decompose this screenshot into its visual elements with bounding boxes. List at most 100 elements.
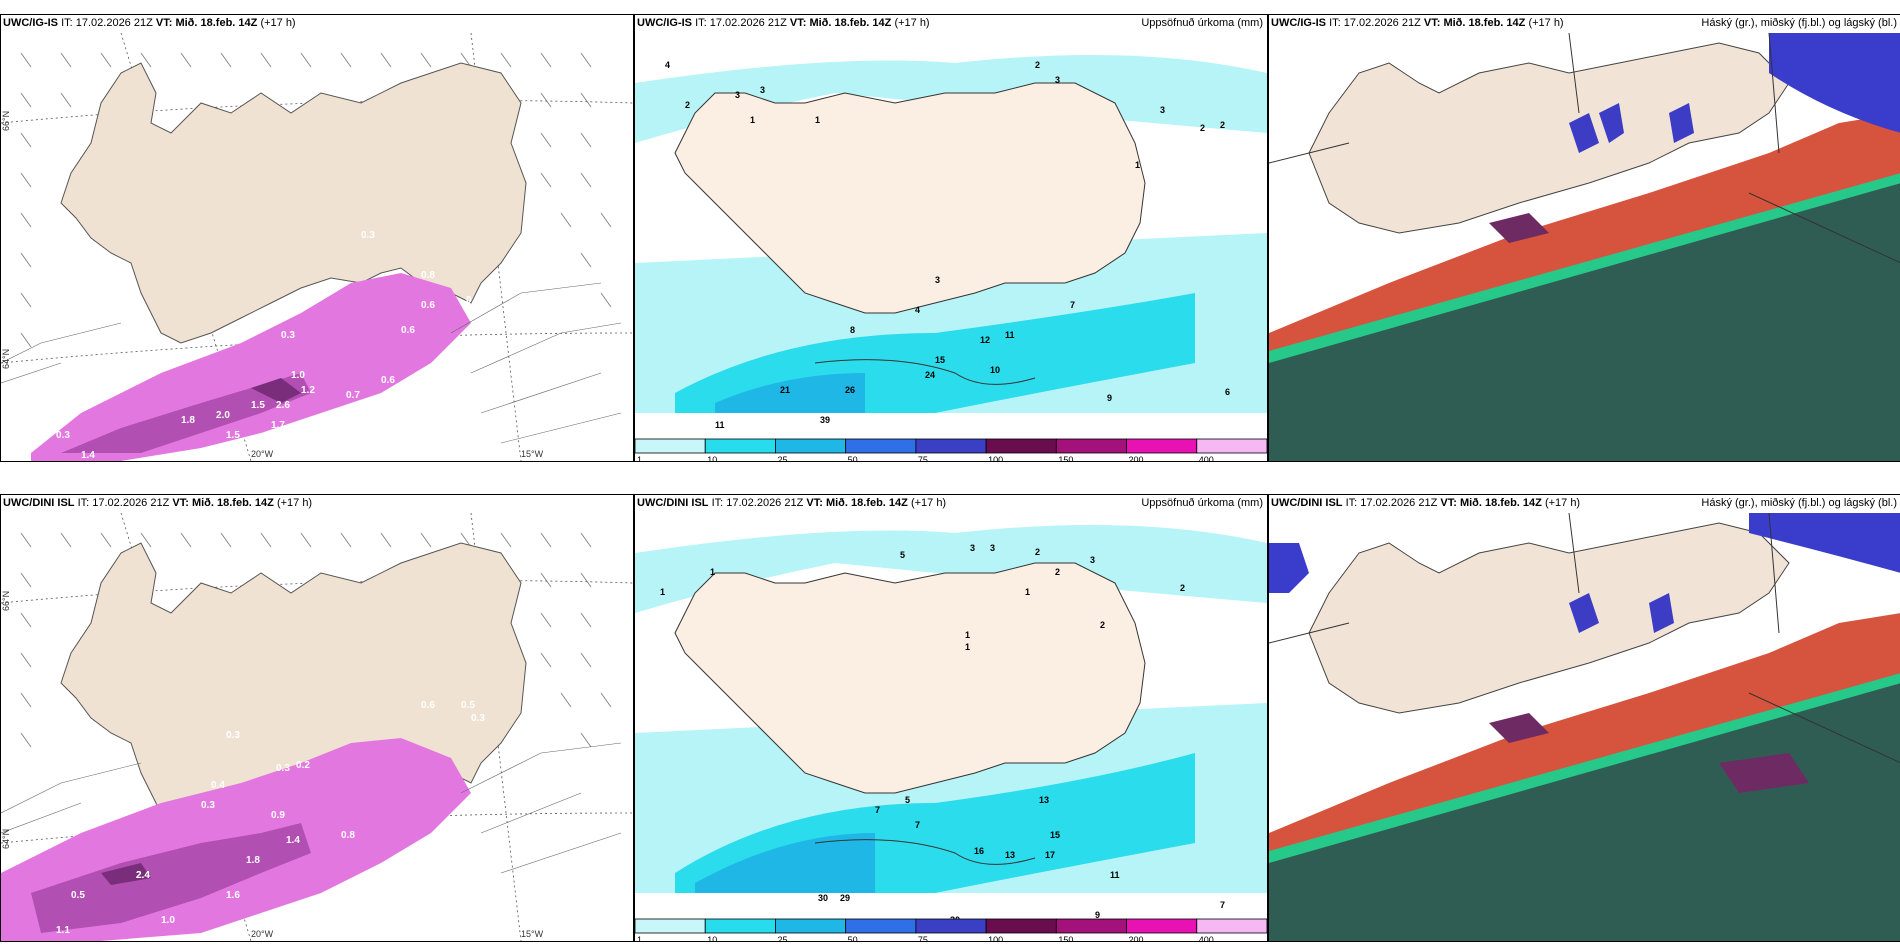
wind-map: 66°N 64°N 20°W 15°W 0.6 0.50.30.30.20.30.… xyxy=(1,513,633,941)
legend-tick: 1 xyxy=(637,455,642,461)
lead-time: (+17 h) xyxy=(276,497,313,509)
value-label: 1.4 xyxy=(81,450,95,461)
value-label: 1 xyxy=(660,587,665,597)
value-label: 3 xyxy=(1055,75,1060,85)
value-label: 1.2 xyxy=(301,385,315,396)
value-label: 0.3 xyxy=(56,430,70,441)
panel-title: Háský (gr.), miðský (fj.bl.) og lágský (… xyxy=(1701,497,1897,509)
value-label: 0.6 xyxy=(401,325,415,336)
legend-tick: 50 xyxy=(848,455,858,461)
precip-band xyxy=(31,273,471,461)
legend-swatch xyxy=(704,438,776,454)
value-label: 39 xyxy=(820,415,830,425)
value-label: 3 xyxy=(970,543,975,553)
value-label: 0.8 xyxy=(346,435,360,446)
value-label: 3 xyxy=(935,275,940,285)
cloud-map xyxy=(1269,513,1900,941)
axis-label: 20°W xyxy=(251,449,274,459)
axis-label: 64°N xyxy=(1,349,11,369)
value-label: 1 xyxy=(1025,587,1030,597)
vt-label: VT: xyxy=(1440,497,1457,509)
legend-swatch xyxy=(1126,438,1198,454)
init-time: 17.02.2026 21Z xyxy=(1360,497,1438,509)
value-label: 0.3 xyxy=(276,763,290,774)
value-label: 1.5 xyxy=(226,430,240,441)
value-label: 1.8 xyxy=(246,855,260,866)
axis-label: 15°W xyxy=(521,929,544,939)
init-time: 17.02.2026 21Z xyxy=(92,497,170,509)
legend-swatch xyxy=(915,918,987,934)
value-label: 3 xyxy=(735,90,740,100)
value-label: 5 xyxy=(900,550,905,560)
legend-swatch xyxy=(845,918,917,934)
it-label: IT: xyxy=(711,497,724,509)
value-label: 6 xyxy=(1225,387,1230,397)
legend-tick: 75 xyxy=(918,455,928,461)
model-name: UWC/DINI ISL xyxy=(637,497,709,509)
value-label: 1.1 xyxy=(56,925,70,936)
value-label: 0.8 xyxy=(341,830,355,841)
value-label: 13 xyxy=(1039,795,1049,805)
value-label: 1.0 xyxy=(161,915,175,926)
valid-time: Mið. 18.feb. 14Z xyxy=(809,17,892,29)
valid-time: Mið. 18.feb. 14Z xyxy=(1443,17,1526,29)
value-label: 15 xyxy=(935,355,945,365)
value-label: 2 xyxy=(1200,123,1205,133)
model-name: UWC/DINI ISL xyxy=(3,497,75,509)
value-label: 7 xyxy=(1070,300,1075,310)
panel-header: UWC/IG-IS IT: 17.02.2026 21Z VT: Mið. 18… xyxy=(3,17,296,29)
value-label: 30 xyxy=(818,893,828,903)
value-label: 0.7 xyxy=(396,910,410,921)
it-label: IT: xyxy=(1345,497,1358,509)
value-label: 9 xyxy=(1095,910,1100,920)
value-label: 0.6 xyxy=(421,300,435,311)
cloud-panel-row2: UWC/DINI ISL IT: 17.02.2026 21Z VT: Mið.… xyxy=(1268,494,1900,942)
value-label: 11 xyxy=(715,420,725,430)
vt-label: VT: xyxy=(172,497,189,509)
legend-tick: 50 xyxy=(848,935,858,941)
legend-tick: 150 xyxy=(1058,935,1073,941)
legend-tick: 200 xyxy=(1129,455,1144,461)
value-label: 2.6 xyxy=(276,400,290,411)
panel-header: UWC/IG-IS IT: 17.02.2026 21Z VT: Mið. 18… xyxy=(637,17,930,29)
value-label: 0.3 xyxy=(471,713,485,724)
value-label: 1.0 xyxy=(291,370,305,381)
precip-legend: 1 10 25 50 75 100 150 200 400 xyxy=(635,918,1267,941)
value-label: 3 xyxy=(760,85,765,95)
value-label: 26 xyxy=(845,385,855,395)
value-label: 1.6 xyxy=(226,890,240,901)
value-label: 7 xyxy=(915,820,920,830)
value-label: 15 xyxy=(1050,830,1060,840)
value-label: 0.7 xyxy=(346,390,360,401)
init-time: 17.02.2026 21Z xyxy=(1343,17,1421,29)
value-label: 0.3 xyxy=(356,410,370,421)
value-label: 0.9 xyxy=(271,810,285,821)
axis-label: 64°N xyxy=(1,829,11,849)
value-label: 2 xyxy=(1055,567,1060,577)
legend-swatch xyxy=(985,918,1057,934)
value-label: 4 xyxy=(665,60,670,70)
legend-swatch xyxy=(1196,918,1267,934)
model-name: UWC/IG-IS xyxy=(1271,17,1326,29)
value-label: 4 xyxy=(915,305,920,315)
value-label: 0.3 xyxy=(281,330,295,341)
accum-precip-panel-row1: UWC/IG-IS IT: 17.02.2026 21Z VT: Mið. 18… xyxy=(634,14,1268,462)
value-label: 0.2 xyxy=(481,840,495,851)
panel-header: UWC/DINI ISL IT: 17.02.2026 21Z VT: Mið.… xyxy=(3,497,312,509)
hatched-area xyxy=(1,282,622,444)
legend-swatch xyxy=(985,438,1057,454)
lead-time: (+17 h) xyxy=(894,17,930,29)
legend-tick: 100 xyxy=(988,455,1003,461)
value-label: 11 xyxy=(1005,330,1015,340)
panel-header: UWC/IG-IS IT: 17.02.2026 21Z VT: Mið. 18… xyxy=(1271,17,1564,29)
legend-swatch xyxy=(1055,438,1127,454)
lead-time: (+17 h) xyxy=(1544,497,1581,509)
valid-time: Mið. 18.feb. 14Z xyxy=(175,17,258,29)
precip-value-labels: 0.3 0.8 0.6 0.6 0.3 1.0 1.2 0.6 0.7 0.4 0.3 1.5 1.7 2… xyxy=(56,230,485,461)
vt-label: VT: xyxy=(806,497,823,509)
legend-tick: 150 xyxy=(1058,455,1073,461)
axis-label: 15°W xyxy=(521,449,544,459)
value-label: 0.5 xyxy=(461,700,475,711)
value-label: 0.5 xyxy=(71,890,85,901)
vt-label: VT: xyxy=(1423,17,1441,29)
